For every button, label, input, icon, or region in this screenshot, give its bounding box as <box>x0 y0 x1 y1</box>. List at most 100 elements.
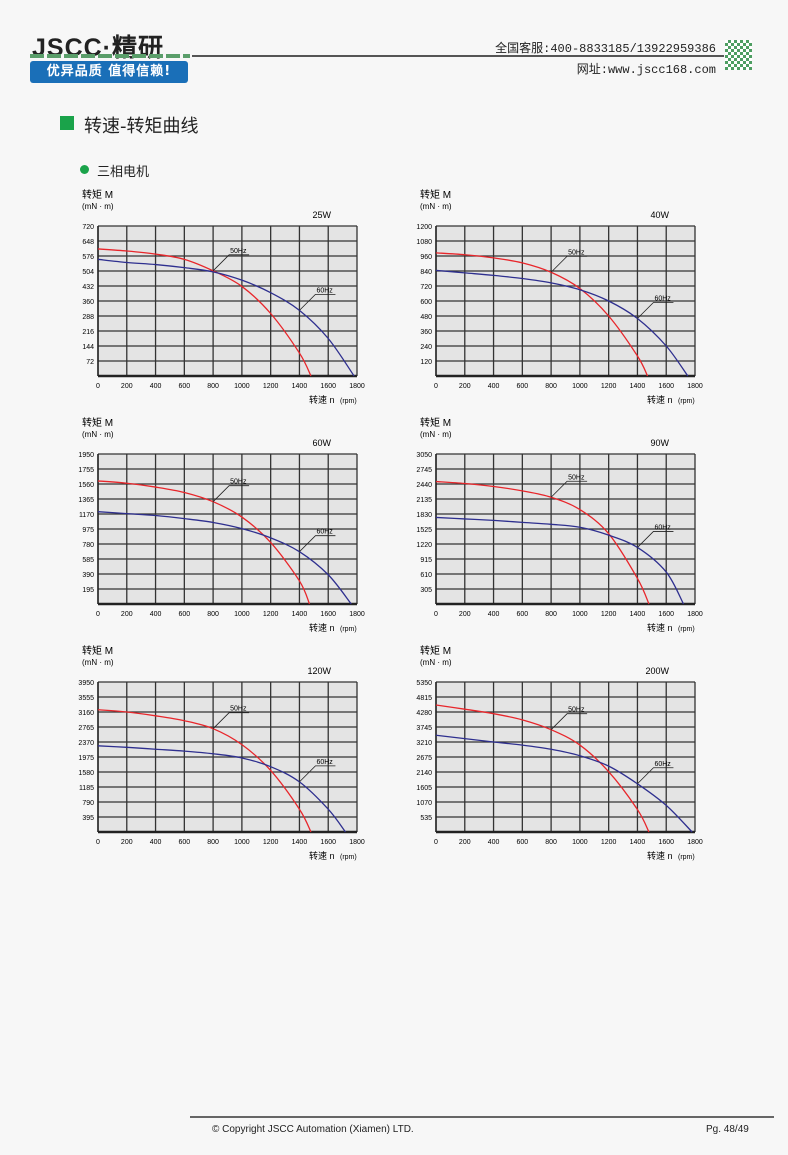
torque-speed-chart-120W: 转矩 M (mN · m) 120W 0 200 400 600 800 1000 1200 140… <box>70 641 410 866</box>
series-label-60Hz: 60Hz <box>316 287 333 294</box>
y-tick-label: 4815 <box>416 695 432 702</box>
x-tick-label: 800 <box>545 383 557 390</box>
y-tick-label: 840 <box>420 269 432 276</box>
chart-svg: 转矩 M(mN · m) 25W 0 200 400 600 800 1000 1200 1400… <box>82 188 365 405</box>
y-tick-label: 4280 <box>416 710 432 717</box>
y-tick-label: 480 <box>420 314 432 321</box>
chart-svg: 转矩 M(mN · m) 40W 0 200 400 600 800 1000 1200 1400… <box>416 188 702 405</box>
y-axis-label: 转矩 M <box>420 644 451 657</box>
y-axis-unit: (mN · m) <box>82 202 114 211</box>
y-axis-label: 转矩 M <box>420 416 451 429</box>
y-tick-label: 1365 <box>78 497 94 504</box>
y-tick-label: 610 <box>420 572 432 579</box>
torque-speed-chart-60W: 转矩 M (mN · m) 60W 0 200 400 600 800 1000 1200 1400… <box>70 413 410 638</box>
callout-leader <box>299 535 336 552</box>
series-label-50Hz: 50Hz <box>230 248 247 255</box>
x-tick-label: 1600 <box>320 383 336 390</box>
x-tick-label: 1000 <box>572 611 588 618</box>
y-tick-label: 1070 <box>416 800 432 807</box>
torque-speed-chart-25W: 转矩 M (mN · m) 25W 0 200 400 600 800 1000 1200 1400… <box>70 185 410 410</box>
y-tick-label: 975 <box>82 527 94 534</box>
x-tick-label: 1600 <box>320 611 336 618</box>
x-tick-label: 200 <box>121 383 133 390</box>
x-tick-label: 1200 <box>601 839 617 846</box>
x-tick-label: 400 <box>488 839 500 846</box>
x-axis-unit: (rpm) <box>340 398 357 405</box>
y-tick-label: 195 <box>82 587 94 594</box>
callout-leader <box>299 765 336 783</box>
x-tick-label: 1800 <box>349 611 365 618</box>
section-square-icon <box>60 116 74 130</box>
y-tick-label: 2135 <box>416 497 432 504</box>
y-tick-label: 432 <box>82 284 94 291</box>
slogan-banner: 优异品质 值得信赖! <box>30 61 188 83</box>
y-tick-label: 1755 <box>78 467 94 474</box>
website-text: 网址:www.jscc168.com <box>576 63 716 77</box>
x-tick-label: 200 <box>459 383 471 390</box>
x-axis-label: 转速 n <box>647 622 673 633</box>
y-tick-label: 960 <box>420 254 432 261</box>
series-line-50Hz <box>97 248 312 377</box>
x-tick-label: 1400 <box>630 611 646 618</box>
x-axis-unit: (rpm) <box>340 626 357 633</box>
y-tick-label: 535 <box>420 815 432 822</box>
x-tick-label: 800 <box>207 611 219 618</box>
chart-svg: 转矩 M(mN · m) 200W 0 200 400 600 800 1000 1200 140… <box>416 644 702 861</box>
subsection-title: 三相电机 <box>97 165 150 180</box>
x-tick-label: 600 <box>516 839 528 846</box>
x-axis-unit: (rpm) <box>678 398 695 405</box>
callout-leader <box>212 254 250 272</box>
y-tick-label: 2765 <box>78 725 94 732</box>
y-tick-label: 360 <box>82 299 94 306</box>
chart-svg: 转矩 M(mN · m) 120W 0 200 400 600 800 1000 1200 140… <box>78 644 364 861</box>
y-tick-label: 648 <box>82 239 94 246</box>
section-title: 转速-转矩曲线 <box>84 116 199 137</box>
y-tick-label: 585 <box>82 557 94 564</box>
page-number: Pg. 48/49 <box>706 1124 749 1135</box>
torque-speed-chart-200W: 转矩 M (mN · m) 200W 0 200 400 600 800 1000 1200 140… <box>408 641 748 866</box>
x-tick-label: 1200 <box>263 383 279 390</box>
chart-title: 200W <box>645 666 669 676</box>
y-tick-label: 288 <box>82 314 94 321</box>
series-label-60Hz: 60Hz <box>316 529 333 536</box>
x-tick-label: 0 <box>434 383 438 390</box>
y-tick-label: 390 <box>82 572 94 579</box>
x-axis-label: 转速 n <box>309 394 335 405</box>
y-axis-label: 转矩 M <box>82 188 113 201</box>
x-tick-label: 800 <box>545 839 557 846</box>
x-tick-label: 1000 <box>234 839 250 846</box>
callout-leader <box>550 480 588 498</box>
series-label-60Hz: 60Hz <box>654 761 671 768</box>
x-tick-label: 1000 <box>572 839 588 846</box>
y-axis-unit: (mN · m) <box>420 658 452 667</box>
y-axis-unit: (mN · m) <box>82 430 114 439</box>
y-axis-unit: (mN · m) <box>82 658 114 667</box>
logo-stripes <box>30 54 190 58</box>
x-tick-label: 1200 <box>601 383 617 390</box>
x-axis-label: 转速 n <box>647 850 673 861</box>
chart-title: 40W <box>650 210 669 220</box>
callout-leader <box>212 712 250 729</box>
x-tick-label: 400 <box>488 611 500 618</box>
x-tick-label: 400 <box>150 611 162 618</box>
x-tick-label: 400 <box>488 383 500 390</box>
y-tick-label: 720 <box>82 224 94 231</box>
series-line-50Hz <box>97 709 312 833</box>
series-label-60Hz: 60Hz <box>316 759 333 766</box>
x-tick-label: 600 <box>178 383 190 390</box>
chart-svg: 转矩 M(mN · m) 90W 0 200 400 600 800 1000 1200 1400… <box>416 416 702 633</box>
x-tick-label: 0 <box>96 611 100 618</box>
checker-pattern-icon <box>725 40 752 70</box>
series-line-60Hz <box>97 511 352 605</box>
y-tick-label: 2440 <box>416 482 432 489</box>
x-tick-label: 600 <box>178 839 190 846</box>
y-tick-label: 144 <box>82 344 94 351</box>
x-axis-label: 转速 n <box>309 622 335 633</box>
y-axis-label: 转矩 M <box>82 644 113 657</box>
y-tick-label: 1560 <box>78 482 94 489</box>
series-label-50Hz: 50Hz <box>230 479 247 486</box>
y-tick-label: 3160 <box>78 710 94 717</box>
x-tick-label: 800 <box>207 839 219 846</box>
x-tick-label: 0 <box>434 611 438 618</box>
y-tick-label: 504 <box>82 269 94 276</box>
